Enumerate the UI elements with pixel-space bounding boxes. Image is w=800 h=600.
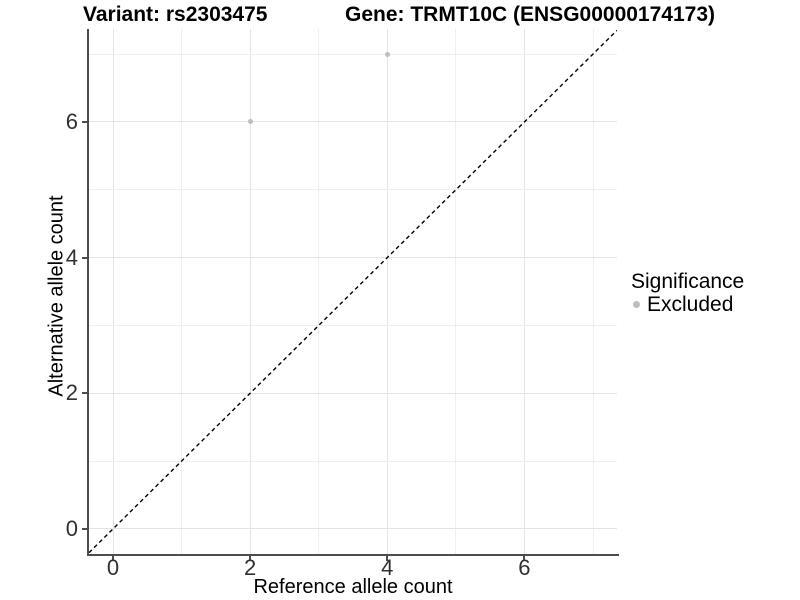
gridline-vertical [455, 29, 457, 554]
legend-item-label: Excluded [647, 293, 734, 316]
x-axis-line [87, 554, 619, 556]
x-tick-mark [386, 556, 389, 561]
gridline-vertical [112, 29, 114, 554]
data-point [384, 51, 390, 57]
y-tick-label: 0 [65, 515, 78, 541]
gridline-horizontal [89, 392, 617, 394]
y-axis-line [87, 29, 89, 556]
plot-title-gene: Gene: TRMT10C (ENSG00000174173) [345, 3, 715, 26]
gridline-vertical [523, 29, 525, 554]
gridline-horizontal [89, 121, 617, 123]
legend: Significance Excluded [631, 270, 744, 316]
gridline-horizontal [89, 53, 617, 55]
y-tick-label: 6 [65, 108, 78, 134]
plot-title-variant: Variant: rs2303475 [83, 3, 268, 26]
x-tick-mark [249, 556, 252, 561]
gridline-vertical [249, 29, 251, 554]
identity-dashed-line [89, 29, 617, 554]
x-axis-title: Reference allele count [253, 576, 453, 598]
x-tick-mark [112, 556, 114, 561]
y-tick-mark [82, 120, 87, 123]
legend-title: Significance [631, 270, 745, 293]
gridline-vertical [318, 29, 320, 554]
gridline-vertical [592, 29, 594, 554]
legend-item-excluded: Excluded [631, 293, 744, 316]
x-tick-label: 0 [106, 555, 120, 580]
gridline-horizontal [89, 324, 617, 326]
y-tick-mark [82, 392, 87, 395]
gridline-vertical [386, 29, 388, 554]
y-axis-title: Alternative allele count [45, 195, 68, 397]
x-tick-label: 2 [244, 555, 257, 580]
data-point [247, 119, 253, 125]
legend-point-icon [633, 301, 640, 308]
gridline-horizontal [89, 460, 617, 462]
x-tick-mark [523, 556, 526, 561]
plot-panel [89, 29, 617, 554]
gridline-horizontal [89, 189, 617, 191]
y-tick-label: 2 [65, 380, 78, 406]
x-tick-label: 6 [518, 555, 531, 580]
gridline-horizontal [89, 257, 617, 259]
gridline-horizontal [89, 528, 617, 530]
y-tick-mark [82, 527, 87, 530]
gridline-vertical [181, 29, 183, 554]
y-tick-mark [82, 256, 87, 259]
x-tick-label: 4 [381, 555, 394, 580]
y-tick-label: 4 [65, 244, 78, 270]
